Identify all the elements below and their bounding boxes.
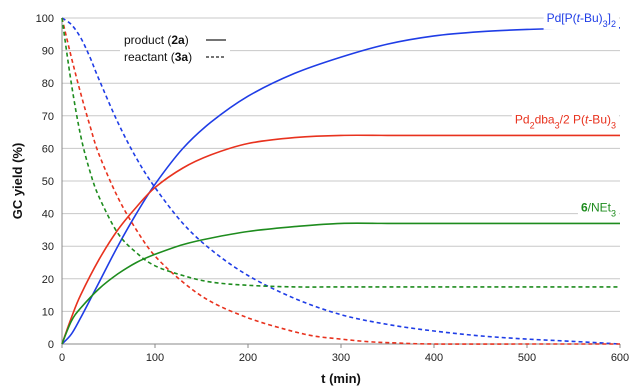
y-tick-label: 80 — [42, 78, 54, 90]
series-label-background — [511, 111, 619, 132]
y-tick-label: 100 — [36, 13, 54, 25]
y-tick-labels: 0 10 20 30 40 50 60 70 80 90 100 — [36, 13, 54, 351]
series-label-part: 3 — [603, 19, 608, 29]
series-label-part: /NEt — [588, 200, 612, 214]
series-label-part: 3 — [555, 120, 560, 130]
series-label-pd-p-tbu3-2: Pd[P(t-Bu)3]2 — [547, 11, 616, 29]
gridlines — [62, 17, 620, 312]
legend-entry-reactant: reactant (3a) — [124, 50, 192, 64]
x-tick-labels: 0 100 200 300 400 500 600 — [59, 352, 629, 364]
series-label-part: Pd — [515, 112, 530, 126]
x-tick-label: 0 — [59, 352, 65, 364]
series-line-pd-p-tbu3-2-product — [61, 27, 621, 345]
series-label-background — [543, 9, 619, 30]
y-tick-label: 60 — [42, 143, 54, 155]
y-tick-label: 90 — [42, 46, 54, 58]
x-tick-label: 500 — [518, 352, 536, 364]
series-label-part: 6 — [581, 200, 588, 214]
series-label-part: t — [585, 112, 589, 126]
series-label-part: Pd[P( — [547, 11, 577, 25]
y-tick-label: 70 — [42, 111, 54, 123]
series-label-part: dba — [535, 112, 555, 126]
legend-background — [120, 30, 230, 66]
x-tick-label: 400 — [425, 352, 443, 364]
y-tick-label: 50 — [42, 176, 54, 188]
series-label-part: t — [577, 11, 581, 25]
x-tick-label: 100 — [146, 352, 164, 364]
series-label-part: 2 — [611, 19, 616, 29]
series-label-part: 2 — [530, 120, 535, 130]
y-axis-title: GC yield (%) — [10, 143, 25, 220]
y-tick-label: 20 — [42, 274, 54, 286]
series-line-pd-p-tbu3-2-reactant — [61, 17, 621, 345]
x-axis-title: t (min) — [321, 371, 361, 386]
legend: product (2a) reactant (3a) — [120, 30, 230, 66]
y-tick-label: 40 — [42, 209, 54, 221]
y-tick-label: 10 — [42, 306, 54, 318]
series-line-pd2dba3-2-p-tbu3-product — [61, 134, 620, 345]
y-tick-label: 0 — [48, 339, 54, 351]
series-label-part: ] — [608, 11, 611, 25]
series-label-part: -Bu) — [588, 112, 611, 126]
x-tick-label: 200 — [239, 352, 257, 364]
series-label-part: 3 — [611, 120, 616, 130]
y-tick-label: 30 — [42, 241, 54, 253]
series-label-background — [577, 199, 619, 220]
series-label-6-net3: 6/NEt3 — [581, 200, 616, 218]
x-tick-label: 300 — [332, 352, 350, 364]
series-label-pd2dba3-2-p-tbu3: Pd2dba3/2 P(t-Bu)3 — [515, 112, 616, 130]
series-label-part: 3 — [611, 208, 616, 218]
series-label-part: /2 P( — [560, 112, 585, 126]
axes — [61, 18, 621, 348]
series-label-part: -Bu) — [580, 11, 603, 25]
legend-entry-product: product (2a) — [124, 33, 189, 47]
x-tick-label: 600 — [611, 352, 629, 364]
series-lines — [61, 17, 621, 345]
series-line-6-net3-product — [61, 222, 620, 345]
